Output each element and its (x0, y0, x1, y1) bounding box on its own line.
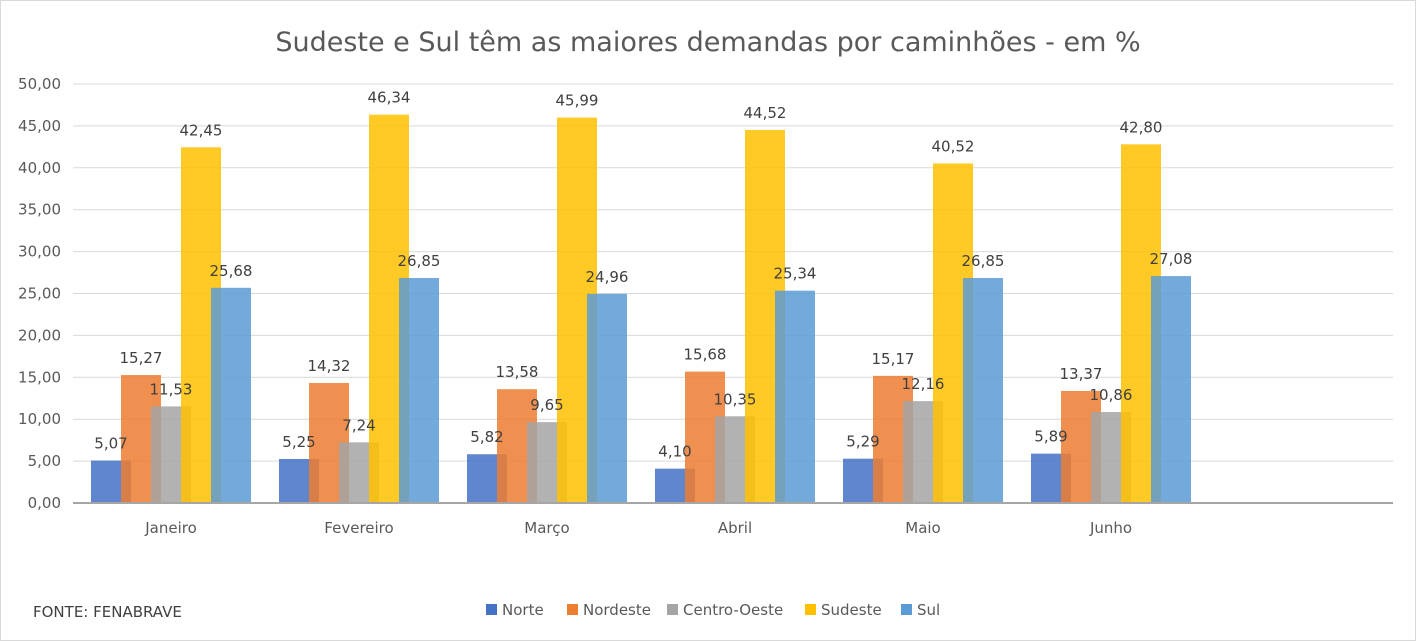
bar-sul (1151, 276, 1191, 503)
data-label: 26,85 (398, 252, 441, 270)
data-label: 7,24 (342, 416, 375, 434)
x-tick-label: Janeiro (144, 519, 197, 537)
data-label: 14,32 (308, 357, 351, 375)
data-labels: 5,07 5,25 5,82 4,10 5,29 5,89 15,27 14,32 13,58 1… (94, 89, 1192, 461)
data-label: 4,10 (658, 443, 691, 461)
data-label: 24,96 (586, 268, 629, 286)
y-tick-label: 45,00 (18, 117, 61, 135)
bar-sul (587, 293, 627, 503)
legend-swatch (901, 604, 912, 615)
data-label: 27,08 (1150, 250, 1193, 268)
data-label: 15,68 (684, 346, 727, 364)
y-tick-label: 15,00 (18, 368, 61, 386)
legend-swatch (567, 604, 578, 615)
data-label: 10,86 (1090, 386, 1133, 404)
y-tick-label: 25,00 (18, 285, 61, 303)
data-label: 5,07 (94, 435, 127, 453)
data-label: 10,35 (714, 390, 757, 408)
bar-sul (211, 287, 251, 503)
data-label: 46,34 (368, 89, 411, 107)
x-tick-label: Fevereiro (324, 519, 393, 537)
data-label: 5,82 (470, 428, 503, 446)
data-label: 40,52 (932, 137, 975, 155)
legend-label: Sudeste (821, 601, 882, 619)
data-label: 9,65 (530, 396, 563, 414)
y-tick-label: 0,00 (28, 494, 61, 512)
chart-title: Sudeste e Sul têm as maiores demandas po… (275, 27, 1140, 58)
data-label: 42,45 (180, 121, 223, 139)
data-label: 12,16 (902, 375, 945, 393)
source-note: FONTE: FENABRAVE (33, 603, 182, 621)
data-label: 11,53 (150, 380, 193, 398)
data-label: 5,29 (846, 433, 879, 451)
data-label: 25,34 (774, 265, 817, 283)
data-label: 44,52 (744, 104, 787, 122)
legend-label: Nordeste (583, 601, 651, 619)
legend-label: Sul (917, 601, 940, 619)
data-label: 15,17 (872, 350, 915, 368)
y-tick-label: 5,00 (28, 452, 61, 470)
data-label: 13,58 (496, 363, 539, 381)
data-label: 5,89 (1034, 428, 1067, 446)
data-label: 25,68 (210, 262, 253, 280)
x-tick-label: Maio (905, 519, 940, 537)
bar-sul (775, 290, 815, 503)
y-tick-label: 20,00 (18, 326, 61, 344)
data-label: 42,80 (1120, 118, 1163, 136)
y-tick-label: 10,00 (18, 410, 61, 428)
x-tick-label: Março (524, 519, 569, 537)
data-label: 13,37 (1060, 365, 1103, 383)
data-label: 26,85 (962, 252, 1005, 270)
legend-swatch (805, 604, 816, 615)
y-tick-label: 30,00 (18, 243, 61, 261)
legend-label: Centro-Oeste (683, 601, 783, 619)
legend-swatch (667, 604, 678, 615)
y-tick-label: 50,00 (18, 75, 61, 93)
y-tick-label: 35,00 (18, 201, 61, 219)
legend-swatch (486, 604, 497, 615)
bar-sul (963, 277, 1003, 503)
axes: 0,00 5,00 10,00 15,00 20,00 25,00 30,00 35,00 40… (18, 75, 1393, 537)
x-tick-label: Abril (718, 519, 752, 537)
legend-label: Norte (502, 601, 544, 619)
data-label: 45,99 (556, 92, 599, 110)
gridlines (73, 83, 1393, 462)
data-label: 5,25 (282, 433, 315, 451)
y-tick-label: 40,00 (18, 159, 61, 177)
legend: Norte Nordeste Centro-Oeste Sudeste Sul (486, 601, 940, 619)
data-label: 15,27 (120, 349, 163, 367)
x-tick-label: Junho (1089, 519, 1132, 537)
bar-sul (399, 277, 439, 503)
bars (91, 114, 1191, 504)
